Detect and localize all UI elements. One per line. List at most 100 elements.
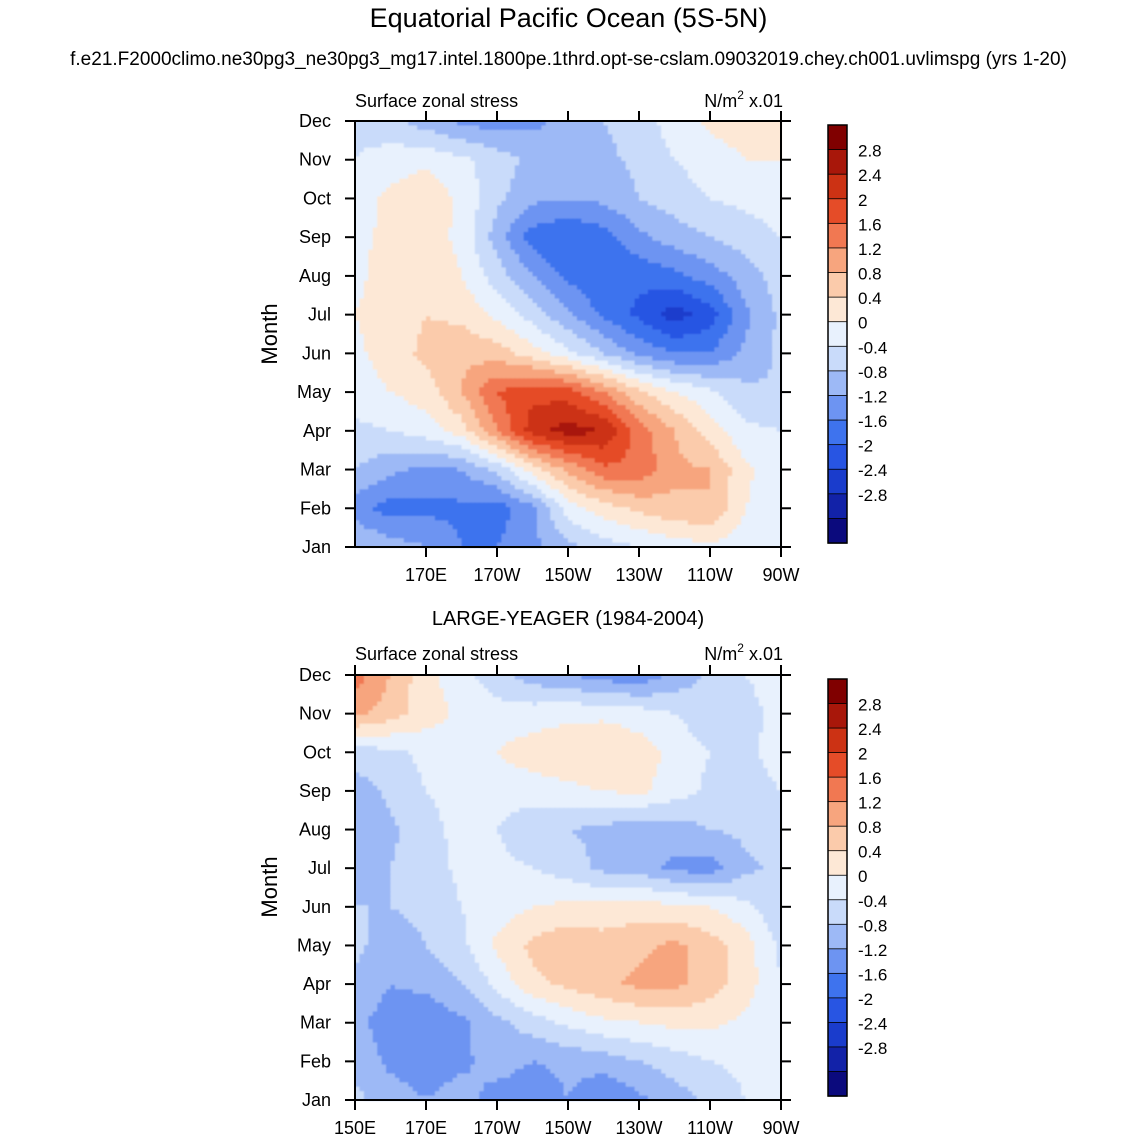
contour-cell bbox=[599, 245, 605, 251]
contour-cell bbox=[523, 165, 529, 171]
contour-cell bbox=[452, 236, 458, 242]
contour-cell bbox=[665, 276, 671, 282]
contour-cell bbox=[550, 267, 556, 273]
contour-cell bbox=[363, 152, 369, 158]
contour-cell bbox=[607, 209, 613, 215]
contour-cell bbox=[718, 302, 724, 308]
contour-cell bbox=[647, 138, 653, 144]
contour-cell bbox=[674, 289, 680, 295]
contour-cell bbox=[434, 271, 440, 277]
contour-cell bbox=[758, 325, 764, 331]
contour-cell bbox=[692, 218, 698, 224]
contour-cell bbox=[652, 276, 658, 282]
contour-cell bbox=[612, 276, 618, 282]
contour-cell bbox=[732, 156, 738, 162]
contour-cell bbox=[630, 121, 636, 127]
contour-cell bbox=[448, 152, 454, 158]
contour-cell bbox=[718, 200, 724, 206]
contour-cell bbox=[488, 320, 494, 326]
contour-cell bbox=[421, 174, 427, 180]
contour-cell bbox=[683, 258, 689, 264]
contour-cell bbox=[568, 271, 574, 277]
contour-cell bbox=[559, 267, 565, 273]
contour-cell bbox=[452, 152, 458, 158]
contour-cell bbox=[528, 311, 534, 317]
contour-cell bbox=[421, 152, 427, 158]
contour-cell bbox=[510, 325, 516, 331]
contour-cell bbox=[767, 218, 773, 224]
contour-cell bbox=[528, 236, 534, 242]
contour-cell bbox=[408, 209, 414, 215]
contour-cell bbox=[749, 152, 755, 158]
contour-cell bbox=[736, 316, 742, 322]
contour-cell bbox=[656, 187, 662, 193]
contour-cell bbox=[599, 276, 605, 282]
contour-cell bbox=[483, 320, 489, 326]
contour-cell bbox=[670, 152, 676, 158]
contour-cell bbox=[505, 316, 511, 322]
contour-cell bbox=[674, 307, 680, 313]
contour-cell bbox=[678, 338, 684, 344]
contour-cell bbox=[599, 227, 605, 233]
contour-cell bbox=[736, 334, 742, 340]
contour-cell bbox=[545, 147, 551, 153]
contour-cell bbox=[665, 169, 671, 175]
contour-cell bbox=[563, 249, 569, 255]
contour-cell bbox=[470, 138, 476, 144]
contour-cell bbox=[647, 200, 653, 206]
contour-cell bbox=[705, 165, 711, 171]
contour-cell bbox=[727, 121, 733, 127]
contour-cell bbox=[643, 156, 649, 162]
contour-cell bbox=[430, 183, 436, 189]
contour-cell bbox=[377, 183, 383, 189]
contour-cell bbox=[359, 249, 365, 255]
contour-cell bbox=[612, 289, 618, 295]
contour-cell bbox=[505, 196, 511, 202]
contour-cell bbox=[399, 334, 405, 340]
contour-cell bbox=[501, 227, 507, 233]
contour-cell bbox=[674, 271, 680, 277]
contour-cell bbox=[430, 240, 436, 246]
contour-cell bbox=[643, 258, 649, 264]
contour-cell bbox=[701, 174, 707, 180]
contour-cell bbox=[736, 285, 742, 291]
contour-cell bbox=[701, 280, 707, 286]
contour-cell bbox=[634, 160, 640, 166]
contour-cell bbox=[399, 214, 405, 220]
contour-cell bbox=[692, 138, 698, 144]
contour-cell bbox=[439, 271, 445, 277]
contour-cell bbox=[727, 227, 733, 233]
contour-cell bbox=[612, 245, 618, 251]
contour-cell bbox=[359, 138, 365, 144]
contour-cell bbox=[674, 320, 680, 326]
contour-cell bbox=[510, 245, 516, 251]
contour-cell bbox=[741, 276, 747, 282]
contour-cell bbox=[399, 165, 405, 171]
contour-cell bbox=[656, 231, 662, 237]
contour-cell bbox=[497, 311, 503, 317]
contour-cell bbox=[532, 231, 538, 237]
contour-cell bbox=[363, 187, 369, 193]
contour-cell bbox=[554, 223, 560, 229]
contour-cell bbox=[634, 129, 640, 135]
contour-cell bbox=[616, 285, 622, 291]
contour-cell bbox=[607, 143, 613, 149]
contour-cell bbox=[386, 263, 392, 269]
contour-cell bbox=[492, 298, 498, 304]
contour-cell bbox=[687, 187, 693, 193]
contour-cell bbox=[585, 147, 591, 153]
contour-cell bbox=[683, 187, 689, 193]
contour-cell bbox=[550, 169, 556, 175]
contour-cell bbox=[652, 334, 658, 340]
contour-cell bbox=[754, 165, 760, 171]
contour-cell bbox=[541, 129, 547, 135]
contour-cell bbox=[479, 218, 485, 224]
contour-cell bbox=[465, 245, 471, 251]
contour-cell bbox=[665, 320, 671, 326]
contour-cell bbox=[554, 285, 560, 291]
contour-cell bbox=[723, 334, 729, 340]
contour-cell bbox=[616, 143, 622, 149]
contour-cell bbox=[381, 231, 387, 237]
contour-cell bbox=[665, 160, 671, 166]
contour-cell bbox=[670, 138, 676, 144]
